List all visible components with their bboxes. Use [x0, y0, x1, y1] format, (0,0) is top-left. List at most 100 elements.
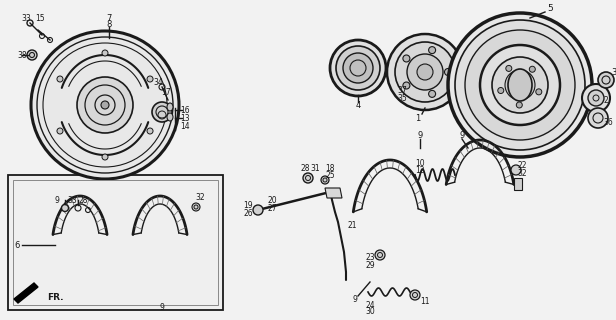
Circle shape — [598, 72, 614, 88]
Text: 13: 13 — [180, 114, 190, 123]
Text: 15: 15 — [35, 13, 45, 22]
Polygon shape — [14, 283, 38, 303]
Circle shape — [536, 89, 542, 95]
Text: 32: 32 — [195, 193, 205, 202]
Circle shape — [506, 65, 512, 71]
Text: 27: 27 — [267, 204, 277, 212]
Text: 14: 14 — [180, 122, 190, 131]
Circle shape — [582, 84, 610, 112]
Text: 36: 36 — [603, 117, 613, 126]
Text: 29: 29 — [365, 260, 375, 269]
Circle shape — [511, 165, 521, 175]
Circle shape — [375, 250, 385, 260]
Circle shape — [445, 68, 452, 76]
Circle shape — [588, 90, 604, 106]
Text: 35: 35 — [397, 93, 407, 102]
Text: 31: 31 — [310, 164, 320, 172]
Circle shape — [31, 31, 179, 179]
Text: 16: 16 — [180, 106, 190, 115]
Circle shape — [492, 57, 548, 113]
Ellipse shape — [167, 103, 173, 111]
Text: 19: 19 — [243, 201, 253, 210]
Circle shape — [152, 102, 172, 122]
Text: 28: 28 — [78, 196, 87, 204]
Text: 5: 5 — [547, 4, 553, 12]
Text: 9: 9 — [352, 295, 357, 305]
Circle shape — [336, 46, 380, 90]
Polygon shape — [325, 188, 342, 198]
Text: 20: 20 — [267, 196, 277, 204]
Circle shape — [403, 55, 410, 62]
Circle shape — [505, 70, 535, 100]
Circle shape — [429, 90, 436, 97]
Bar — [8, 175, 223, 310]
Text: 17: 17 — [161, 87, 171, 97]
Circle shape — [57, 76, 63, 82]
Circle shape — [147, 76, 153, 82]
Text: 21: 21 — [347, 220, 357, 229]
Text: 9: 9 — [460, 131, 464, 140]
Circle shape — [62, 204, 68, 212]
Circle shape — [498, 87, 504, 93]
Circle shape — [448, 13, 592, 157]
Circle shape — [417, 64, 433, 80]
Circle shape — [101, 101, 109, 109]
Text: 9: 9 — [418, 131, 423, 140]
Text: 1: 1 — [415, 114, 421, 123]
Text: FR.: FR. — [47, 292, 63, 301]
Circle shape — [395, 42, 455, 102]
Text: 33: 33 — [21, 13, 31, 22]
Ellipse shape — [167, 113, 173, 121]
Circle shape — [387, 34, 463, 110]
Text: 3: 3 — [611, 68, 616, 76]
Circle shape — [403, 82, 410, 89]
Bar — [13, 180, 218, 305]
Text: 38: 38 — [17, 51, 27, 60]
Text: 7: 7 — [107, 13, 111, 22]
Text: 32: 32 — [517, 169, 527, 178]
Circle shape — [147, 128, 153, 134]
Text: 12: 12 — [415, 165, 425, 174]
Circle shape — [192, 203, 200, 211]
Circle shape — [529, 66, 535, 72]
Circle shape — [343, 53, 373, 83]
Ellipse shape — [508, 69, 532, 101]
Text: 24: 24 — [365, 300, 375, 309]
Text: 37: 37 — [397, 85, 407, 94]
Text: 4: 4 — [355, 100, 360, 109]
Circle shape — [407, 54, 443, 90]
Circle shape — [410, 290, 420, 300]
Circle shape — [429, 47, 436, 54]
Text: 26: 26 — [243, 209, 253, 218]
Bar — [514, 178, 522, 190]
Text: 6: 6 — [14, 241, 20, 250]
Circle shape — [253, 205, 263, 215]
Circle shape — [303, 173, 313, 183]
Circle shape — [321, 176, 329, 184]
Text: 8: 8 — [107, 20, 111, 28]
Circle shape — [516, 102, 522, 108]
Circle shape — [102, 50, 108, 56]
Text: 25: 25 — [325, 171, 335, 180]
Circle shape — [392, 82, 398, 88]
Text: 28: 28 — [300, 164, 310, 172]
Text: 10: 10 — [415, 158, 425, 167]
Circle shape — [480, 45, 560, 125]
Text: 2: 2 — [604, 95, 609, 105]
Text: 11: 11 — [420, 298, 430, 307]
Circle shape — [330, 40, 386, 96]
Text: 9: 9 — [55, 196, 59, 204]
Text: 22: 22 — [517, 161, 527, 170]
Text: 30: 30 — [365, 308, 375, 316]
Circle shape — [455, 20, 585, 150]
Circle shape — [588, 108, 608, 128]
Text: 34: 34 — [153, 77, 163, 86]
Text: 9: 9 — [160, 303, 164, 313]
Circle shape — [465, 30, 575, 140]
Text: 18: 18 — [325, 164, 334, 172]
Circle shape — [77, 77, 133, 133]
Text: 33: 33 — [67, 196, 77, 204]
Circle shape — [27, 50, 37, 60]
Circle shape — [57, 128, 63, 134]
Circle shape — [102, 154, 108, 160]
